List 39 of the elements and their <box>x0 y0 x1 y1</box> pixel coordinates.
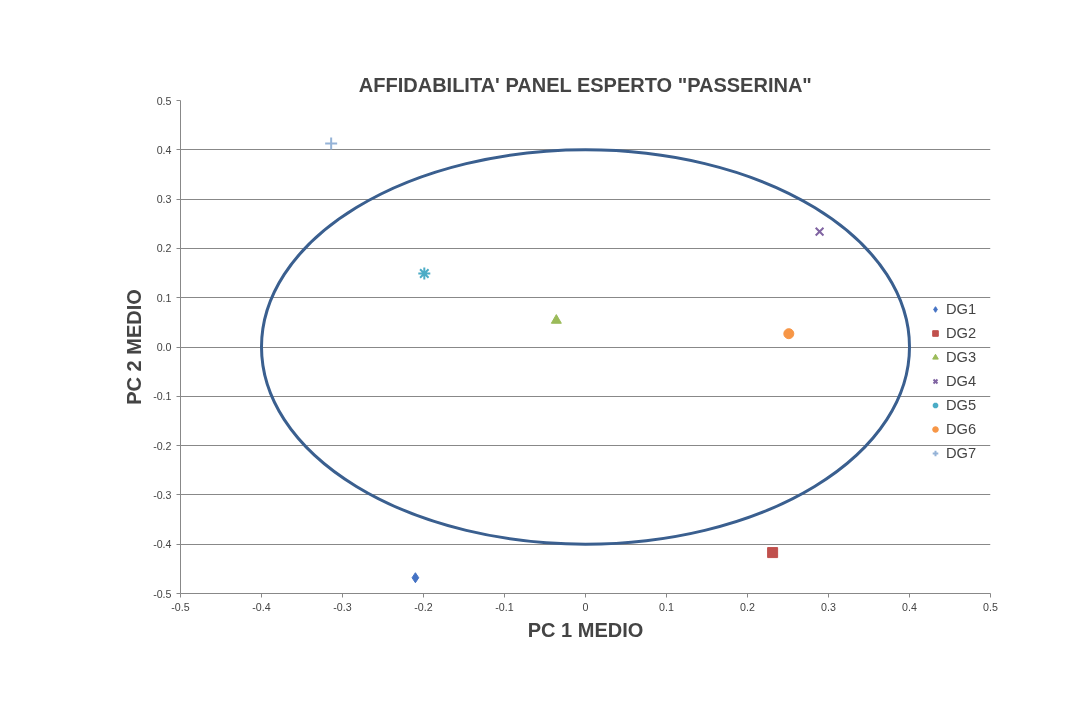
y-tick-label: 0.5 <box>156 94 172 107</box>
x-tick-label: 0.2 <box>740 600 755 613</box>
y-tick-label: -0.4 <box>153 538 172 551</box>
x-tick-label: 0.1 <box>659 600 674 613</box>
y-tick-label: 0.1 <box>156 291 172 304</box>
point <box>411 572 420 584</box>
x-tick-label: -0.3 <box>333 600 352 613</box>
x-tick-label: 0.3 <box>821 600 836 613</box>
x-tick-label: 0 <box>582 600 589 613</box>
point <box>324 136 339 151</box>
x-tick-label: 0.5 <box>983 600 998 613</box>
y-tick-label: -0.5 <box>153 587 172 600</box>
x-tick-label: -0.4 <box>252 600 271 613</box>
point <box>417 266 432 281</box>
legend-label: DG2 <box>946 325 977 341</box>
legend-label: DG4 <box>946 373 977 389</box>
y-axis-title: PC 2 MEDIO <box>123 289 146 405</box>
x-tick-label: -0.2 <box>414 600 433 613</box>
point <box>767 547 779 559</box>
x-tick-label: -0.1 <box>495 600 514 613</box>
point <box>550 314 562 324</box>
point <box>783 328 795 340</box>
y-tick-label: 0.3 <box>156 193 172 206</box>
x-tick-label: -0.5 <box>171 600 190 613</box>
y-tick-label: -0.2 <box>153 439 172 452</box>
y-tick-label: -0.3 <box>153 488 172 501</box>
y-tick-label: 0.0 <box>156 341 172 353</box>
point <box>814 226 825 237</box>
x-tick-label: 0.4 <box>902 600 917 613</box>
y-tick-label: -0.1 <box>153 390 172 403</box>
legend-label: DG3 <box>946 349 977 365</box>
legend-label: DG5 <box>946 397 977 413</box>
chart-title: AFFIDABILITA' PANEL ESPERTO "PASSERINA" <box>358 73 812 96</box>
y-tick-label: 0.2 <box>156 242 172 255</box>
x-axis-title: PC 1 MEDIO <box>527 618 644 641</box>
legend-label: DG1 <box>946 301 977 317</box>
y-tick-label: 0.4 <box>156 143 172 156</box>
legend-label: DG7 <box>946 445 977 461</box>
legend-label: DG6 <box>946 421 977 437</box>
